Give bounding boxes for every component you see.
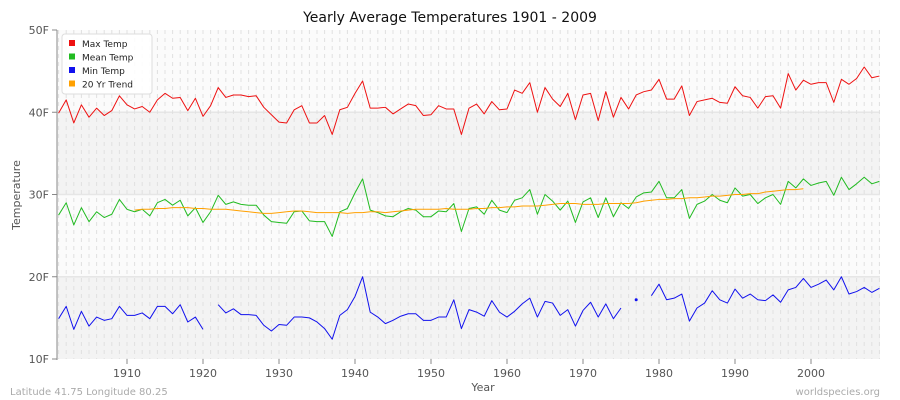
y-tick-label: 30F <box>29 189 49 202</box>
series-line <box>134 188 804 214</box>
x-tick-label: 1930 <box>265 367 293 380</box>
x-tick-label: 1960 <box>493 367 521 380</box>
chart-title: Yearly Average Temperatures 1901 - 2009 <box>302 10 597 26</box>
x-tick-label: 1910 <box>113 367 141 380</box>
series-mean-temp <box>58 176 880 237</box>
legend: Max Temp Mean Temp Min Temp 20 Yr Trend <box>61 33 153 95</box>
data-point <box>634 298 638 302</box>
x-tick-label: 1950 <box>417 367 445 380</box>
y-tick-label: 50F <box>29 24 49 37</box>
y-tick-label: 40F <box>29 106 49 119</box>
series-line <box>650 276 880 322</box>
footer-location: Latitude 41.75 Longitude 80.25 <box>10 387 168 398</box>
legend-swatch <box>69 67 75 73</box>
x-tick-label: 1940 <box>341 367 369 380</box>
series-min-temp <box>58 276 880 340</box>
x-tick-label: 1990 <box>721 367 749 380</box>
legend-label: Mean Temp <box>82 54 134 64</box>
series-line <box>217 276 622 340</box>
legend-swatch <box>69 40 75 46</box>
legend-label: 20 Yr Trend <box>82 81 133 91</box>
footer-site: worldspecies.org <box>796 387 880 398</box>
x-tick-label: 2000 <box>797 367 825 380</box>
series-line <box>58 304 204 330</box>
y-axis-label: Temperature <box>10 160 23 231</box>
series-max-temp <box>58 66 880 135</box>
series-line <box>58 176 880 237</box>
legend-label: Max Temp <box>82 40 128 50</box>
y-tick-label: 10F <box>29 353 49 366</box>
legend-swatch <box>69 53 75 60</box>
legend-label: Min Temp <box>82 67 125 77</box>
legend-swatch <box>69 80 75 87</box>
x-tick-label: 1970 <box>569 367 597 380</box>
x-tick-label: 1980 <box>645 367 673 380</box>
series-20-yr-trend <box>134 188 804 214</box>
y-tick-label: 20F <box>29 271 49 284</box>
x-tick-label: 1920 <box>189 367 217 380</box>
x-axis-label: Year <box>470 381 495 394</box>
series-line <box>58 66 880 135</box>
